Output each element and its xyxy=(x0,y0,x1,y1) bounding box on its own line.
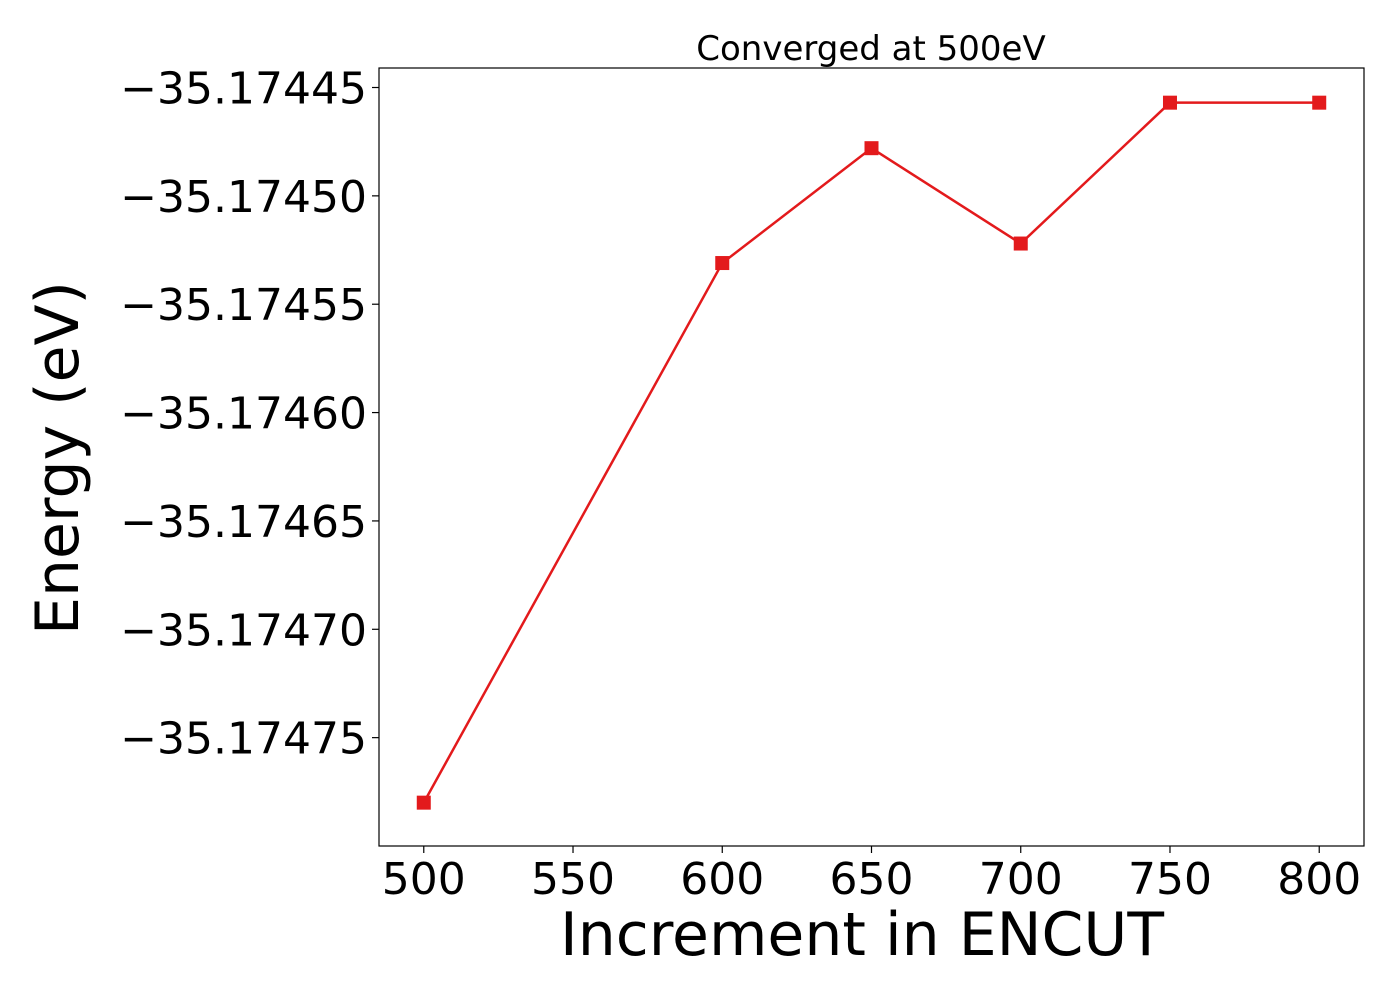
y-axis-title: Energy (eV) xyxy=(23,281,93,635)
y-tick-label: −35.17455 xyxy=(120,280,367,331)
series-line xyxy=(422,101,1320,804)
y-tick-label: −35.17460 xyxy=(120,389,367,440)
data-point-marker xyxy=(1312,95,1327,110)
chart-title: Converged at 500eV xyxy=(696,29,1045,69)
data-point-marker xyxy=(864,141,879,156)
series-layer xyxy=(416,95,1327,810)
x-tick-label: 650 xyxy=(830,854,914,905)
x-axis-title: Increment in ENCUT xyxy=(560,900,1164,970)
x-tick-label: 750 xyxy=(1128,854,1212,905)
x-tick-label: 600 xyxy=(680,854,764,905)
x-tick-label: 800 xyxy=(1277,854,1361,905)
y-axis-ticks: −35.17475 −35.17470 −35.17465 −35.17460 −35.… xyxy=(120,64,379,765)
y-tick-label: −35.17470 xyxy=(120,605,367,656)
data-point-marker xyxy=(1162,95,1177,110)
plot-frame xyxy=(378,67,1365,847)
x-axis-ticks: 500 550 600 650 700 750 800 xyxy=(382,846,1361,905)
y-tick-label: −35.17475 xyxy=(120,714,367,765)
data-point-marker xyxy=(1013,236,1028,251)
y-tick-label: −35.17445 xyxy=(120,64,367,115)
x-tick-label: 500 xyxy=(382,854,466,905)
y-tick-label: −35.17450 xyxy=(120,172,367,223)
data-point-marker xyxy=(715,256,730,271)
data-point-marker xyxy=(416,795,431,810)
x-tick-label: 550 xyxy=(531,854,615,905)
x-tick-label: 700 xyxy=(979,854,1063,905)
y-tick-label: −35.17465 xyxy=(120,497,367,548)
